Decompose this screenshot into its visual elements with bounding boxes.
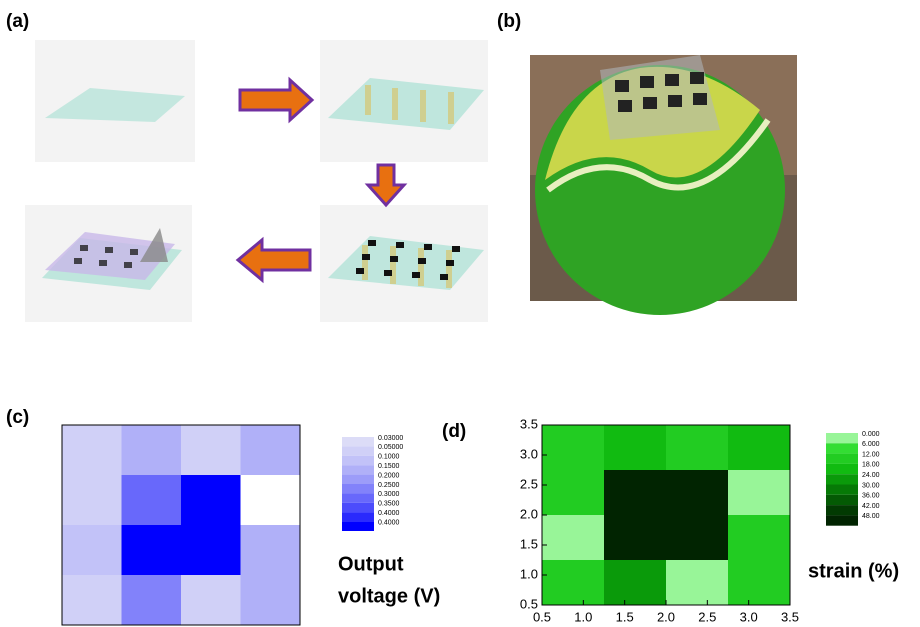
heatmap-cell [542,425,605,471]
legend-swatch [342,522,374,531]
legend-swatch [826,515,858,525]
heatmap-cell [604,470,667,516]
x-tick-label: 1.5 [616,609,634,624]
legend-label: 0.3000 [378,491,400,498]
legend-swatch [342,512,374,521]
legend-label: 0.000 [862,431,880,438]
legend-swatch [342,503,374,512]
colorbar-title: strain (%) [808,560,899,582]
heatmap-cell [728,470,791,516]
legend-label: 0.4000 [378,510,400,517]
legend-swatch [826,433,858,443]
x-tick-label: 2.0 [657,609,675,624]
x-tick-label: 1.0 [574,609,592,624]
heatmap-cell [122,475,182,526]
heatmap-cell [604,425,667,471]
legend-swatch [826,474,858,484]
panel-label: (a) [6,11,29,32]
legend-label: 0.05000 [378,444,403,451]
heatmap-cell [62,575,122,626]
panel-label: (b) [497,11,521,32]
heatmap-cell [666,515,729,561]
legend-swatch [826,464,858,474]
legend-swatch [826,505,858,515]
legend-label: 0.4000 [378,519,400,526]
legend-label: 30.00 [862,482,880,489]
legend-label: 0.03000 [378,435,403,442]
y-tick-label: 3.5 [520,416,538,431]
legend-swatch [826,443,858,453]
figure: (a) (b) (c) (d) [0,0,920,627]
legend-swatch [342,475,374,484]
y-tick-label: 2.0 [520,506,538,521]
x-tick-label: 3.0 [740,609,758,624]
heatmap-cell [241,475,301,526]
heatmap-cell [604,515,667,561]
tennis-ball-photo [530,55,797,315]
fabrication-steps [25,40,488,322]
legend-label: 0.1000 [378,454,400,461]
heatmap-cell [728,560,791,606]
heatmap-cell [604,560,667,606]
colorbar-title: voltage (V) [338,585,440,607]
heatmap-cell [181,525,241,576]
heatmap-cell [542,515,605,561]
heatmap-cell [666,470,729,516]
heatmap-cell [62,525,122,576]
y-tick-label: 1.0 [520,566,538,581]
legend-label: 24.00 [862,472,880,479]
legend-swatch [826,495,858,505]
legend-label: 0.1500 [378,463,400,470]
colorbar-title: Output [338,553,404,575]
x-tick-label: 2.5 [698,609,716,624]
legend-label: 42.00 [862,503,880,510]
heatmap-cell [181,475,241,526]
y-tick-label: 1.5 [520,536,538,551]
heatmap-cell [542,470,605,516]
heatmap-cell [62,475,122,526]
heatmap-cell [241,575,301,626]
heatmap-cell [542,560,605,606]
legend-label: 0.2500 [378,482,400,489]
legend-label: 6.000 [862,441,880,448]
heatmap-cell [122,425,182,476]
legend-swatch [342,484,374,493]
heatmap-cell [241,425,301,476]
y-tick-label: 2.5 [520,476,538,491]
heatmap-cell [122,525,182,576]
heatmap-cell [241,525,301,576]
legend-label: 18.00 [862,462,880,469]
heatmap-cell [122,575,182,626]
legend-label: 48.00 [862,513,880,520]
heatmap-cell [62,425,122,476]
x-tick-label: 3.5 [781,609,799,624]
legend-swatch [342,465,374,474]
legend-label: 0.3500 [378,501,400,508]
heatmap-cell [666,560,729,606]
legend-swatch [342,437,374,446]
heatmap-cell [728,425,791,471]
panel-label: (c) [6,407,29,428]
legend-label: 0.2000 [378,472,400,479]
legend-swatch [826,454,858,464]
legend-swatch [342,493,374,502]
legend-swatch [342,456,374,465]
legend-label: 12.00 [862,451,880,458]
y-tick-label: 3.0 [520,446,538,461]
heatmap-cell [728,515,791,561]
heatmap-cell [666,425,729,471]
y-tick-label: 0.5 [520,596,538,611]
legend-label: 36.00 [862,493,880,500]
legend-swatch [826,485,858,495]
heatmap-cell [181,425,241,476]
heatmap-cell [181,575,241,626]
legend-swatch [342,446,374,455]
panel-label: (d) [442,421,466,442]
x-tick-label: 0.5 [533,609,551,624]
